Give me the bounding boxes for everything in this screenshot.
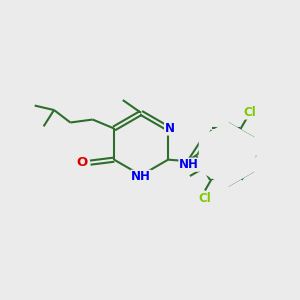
Text: Cl: Cl [199,192,212,205]
Text: NH: NH [131,170,151,183]
Polygon shape [202,125,253,184]
Text: N: N [165,122,175,135]
Text: O: O [76,156,88,169]
Text: NH: NH [179,158,199,171]
Text: Cl: Cl [243,106,256,119]
